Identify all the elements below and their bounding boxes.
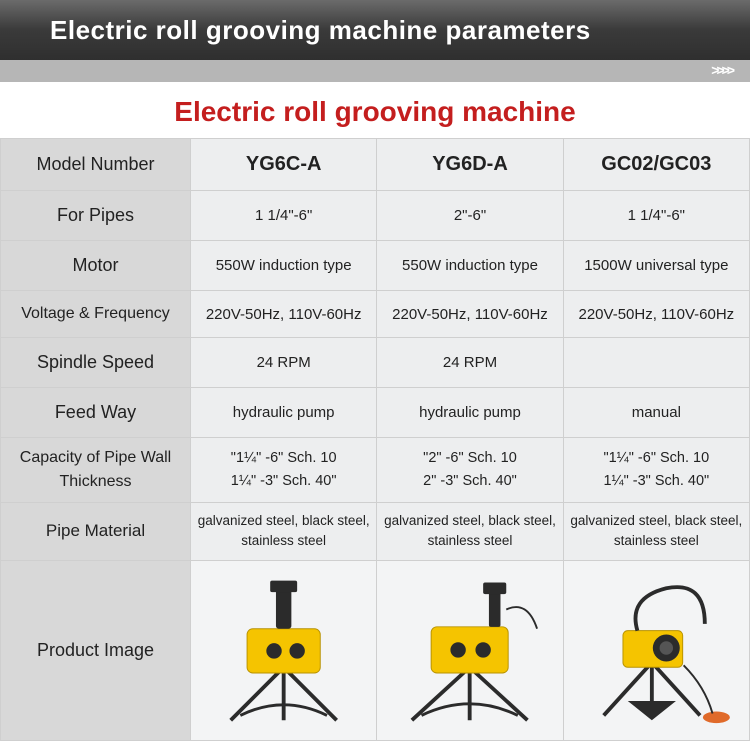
cell-cap-c-l1: "1¼" -6" Sch. 10 (570, 447, 743, 470)
cell-cap-c-l2: 1¼" -3" Sch. 40" (570, 470, 743, 493)
cell-model-a: YG6C-A (191, 139, 377, 191)
cell-mat-c-l1: galvanized steel, black steel, (570, 511, 743, 531)
spec-table: Model Number YG6C-A YG6D-A GC02/GC03 For… (0, 138, 750, 741)
label-capacity-l1: Capacity of Pipe Wall (7, 446, 184, 470)
label-spindle: Spindle Speed (1, 338, 191, 388)
subtitle: Electric roll grooving machine (174, 96, 575, 127)
cell-voltage-a: 220V-50Hz, 110V-60Hz (191, 291, 377, 338)
row-spindle: Spindle Speed 24 RPM 24 RPM (1, 338, 750, 388)
cell-model-b: YG6D-A (377, 139, 563, 191)
cell-voltage-c: 220V-50Hz, 110V-60Hz (563, 291, 749, 338)
cell-spindle-b: 24 RPM (377, 338, 563, 388)
header-band: Electric roll grooving machine parameter… (0, 0, 750, 60)
cell-cap-a-l2: 1¼" -3" Sch. 40" (197, 470, 370, 493)
label-image: Product Image (1, 560, 191, 740)
cell-feed-a: hydraulic pump (191, 388, 377, 438)
cell-motor-a: 550W induction type (191, 241, 377, 291)
cell-feed-b: hydraulic pump (377, 388, 563, 438)
page-title: Electric roll grooving machine parameter… (0, 15, 591, 46)
label-capacity: Capacity of Pipe Wall Thickness (1, 438, 191, 503)
product-image-a-icon (197, 568, 370, 728)
cell-mat-b-l2: stainless steel (383, 531, 556, 551)
cell-feed-c: manual (563, 388, 749, 438)
label-voltage: Voltage & Frequency (1, 291, 191, 338)
cell-model-c: GC02/GC03 (563, 139, 749, 191)
label-capacity-l2: Thickness (7, 470, 184, 494)
cell-mat-c-l2: stainless steel (570, 531, 743, 551)
cell-cap-b-l1: "2" -6" Sch. 10 (383, 447, 556, 470)
label-material: Pipe Material (1, 503, 191, 561)
cell-cap-a: "1¼" -6" Sch. 10 1¼" -3" Sch. 40" (191, 438, 377, 503)
cell-img-b (377, 560, 563, 740)
cell-cap-b: "2" -6" Sch. 10 2" -3" Sch. 40" (377, 438, 563, 503)
cell-motor-c: 1500W universal type (563, 241, 749, 291)
cell-pipes-c: 1 1/4"-6" (563, 191, 749, 241)
cell-cap-a-l1: "1¼" -6" Sch. 10 (197, 447, 370, 470)
cell-pipes-b: 2"-6" (377, 191, 563, 241)
cell-mat-b: galvanized steel, black steel, stainless… (377, 503, 563, 561)
cell-cap-c: "1¼" -6" Sch. 10 1¼" -3" Sch. 40" (563, 438, 749, 503)
subtitle-wrap: Electric roll grooving machine (0, 82, 750, 138)
cell-mat-c: galvanized steel, black steel, stainless… (563, 503, 749, 561)
cell-voltage-b: 220V-50Hz, 110V-60Hz (377, 291, 563, 338)
cell-img-c (563, 560, 749, 740)
cell-mat-a-l1: galvanized steel, black steel, (197, 511, 370, 531)
label-pipes: For Pipes (1, 191, 191, 241)
cell-img-a (191, 560, 377, 740)
row-model: Model Number YG6C-A YG6D-A GC02/GC03 (1, 139, 750, 191)
cell-spindle-c (563, 338, 749, 388)
product-image-b-icon (383, 568, 556, 728)
row-motor: Motor 550W induction type 550W induction… (1, 241, 750, 291)
cell-pipes-a: 1 1/4"-6" (191, 191, 377, 241)
row-capacity: Capacity of Pipe Wall Thickness "1¼" -6"… (1, 438, 750, 503)
header-sub-band: >>>> (0, 60, 750, 82)
row-material: Pipe Material galvanized steel, black st… (1, 503, 750, 561)
label-motor: Motor (1, 241, 191, 291)
cell-spindle-a: 24 RPM (191, 338, 377, 388)
row-voltage: Voltage & Frequency 220V-50Hz, 110V-60Hz… (1, 291, 750, 338)
label-model: Model Number (1, 139, 191, 191)
row-feed: Feed Way hydraulic pump hydraulic pump m… (1, 388, 750, 438)
chevron-right-icon: >>>> (711, 62, 732, 78)
cell-mat-a-l2: stainless steel (197, 531, 370, 551)
product-image-c-icon (570, 568, 743, 728)
cell-motor-b: 550W induction type (377, 241, 563, 291)
row-pipes: For Pipes 1 1/4"-6" 2"-6" 1 1/4"-6" (1, 191, 750, 241)
label-feed: Feed Way (1, 388, 191, 438)
cell-cap-b-l2: 2" -3" Sch. 40" (383, 470, 556, 493)
row-image: Product Image (1, 560, 750, 740)
cell-mat-b-l1: galvanized steel, black steel, (383, 511, 556, 531)
cell-mat-a: galvanized steel, black steel, stainless… (191, 503, 377, 561)
